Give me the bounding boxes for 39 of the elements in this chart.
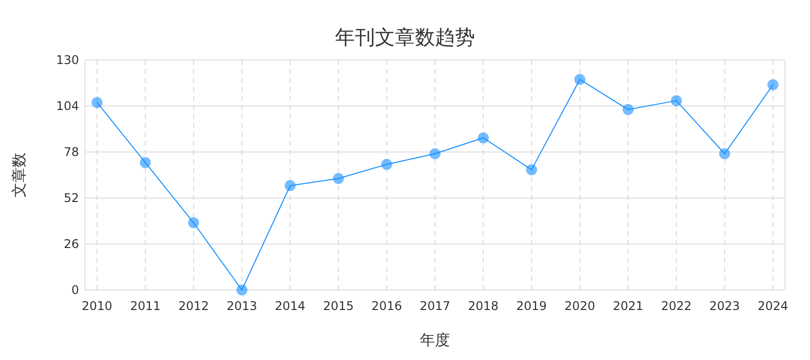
- y-tick-label: 130: [56, 53, 79, 67]
- point: [188, 217, 200, 228]
- x-tick-label: 2021: [612, 299, 644, 313]
- x-tick-label: 2017: [420, 299, 450, 313]
- point: [92, 96, 103, 108]
- point: [236, 284, 248, 296]
- point: [332, 173, 344, 184]
- x-tick-label: 2012: [178, 299, 209, 313]
- y-tick-label: 0: [71, 283, 79, 297]
- y-tick-label: 26: [64, 237, 79, 251]
- y-tick-label: 52: [64, 191, 79, 205]
- point: [526, 164, 538, 176]
- x-tick-label: 2018: [468, 299, 499, 313]
- point: [622, 104, 634, 116]
- point: [284, 180, 296, 192]
- y-axis-title: 文章数: [10, 152, 28, 198]
- point: [574, 74, 586, 85]
- y-tick-label: 104: [56, 99, 79, 113]
- point: [767, 79, 778, 90]
- x-tick-label: 2023: [709, 299, 740, 313]
- x-tick-label: 2020: [564, 299, 596, 313]
- point: [140, 157, 151, 168]
- x-tick-label: 2010: [82, 299, 112, 313]
- x-tick-label: 2024: [758, 299, 788, 313]
- point: [670, 95, 682, 106]
- x-tick-label: 2015: [323, 299, 354, 313]
- chart-title: 年刊文章数趋势: [335, 25, 475, 49]
- point: [430, 148, 440, 160]
- y-tick-label: 78: [64, 145, 79, 159]
- x-tick-label: 2014: [274, 299, 306, 313]
- x-axis-title: 年度: [420, 331, 450, 349]
- point: [719, 148, 730, 160]
- x-tick-label: 2022: [661, 299, 692, 313]
- x-tick-label: 2016: [371, 299, 402, 313]
- x-tick-label: 2011: [130, 299, 161, 313]
- point: [381, 158, 392, 170]
- x-tick-label: 2013: [226, 299, 258, 313]
- x-tick-label: 2019: [516, 299, 547, 313]
- point: [478, 132, 489, 144]
